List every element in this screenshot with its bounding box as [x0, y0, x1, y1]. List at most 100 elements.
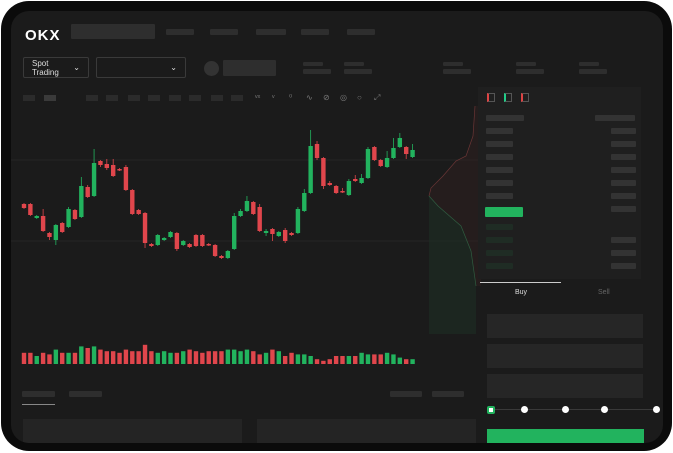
candle: [372, 146, 377, 161]
candle: [327, 181, 332, 186]
timeframe-button[interactable]: [106, 95, 118, 101]
pair-selector[interactable]: ⌄: [96, 57, 186, 78]
candle-body: [238, 211, 243, 216]
total-input[interactable]: [487, 374, 643, 398]
candle-body: [161, 238, 167, 240]
candle-body: [391, 148, 396, 158]
circle-icon[interactable]: ○: [357, 93, 362, 102]
nav-item[interactable]: [210, 29, 238, 35]
candle-body: [91, 163, 97, 196]
timeframe-button[interactable]: [169, 95, 181, 101]
tab-open-orders[interactable]: [22, 391, 55, 397]
indicator-icon[interactable]: ᵛ: [272, 93, 275, 102]
stat-value: [516, 69, 544, 74]
draw-icon[interactable]: ⊘: [323, 93, 330, 102]
slider-mark-100[interactable]: [653, 406, 660, 413]
candlestick-chart[interactable]: [11, 106, 481, 406]
volume-bar: [174, 352, 180, 364]
candle: [302, 189, 307, 212]
volume-bar: [365, 354, 371, 364]
price-input[interactable]: [487, 314, 643, 338]
candle-body: [104, 164, 110, 168]
candle: [232, 213, 237, 250]
stat-label: [344, 62, 364, 66]
candle: [308, 130, 313, 194]
timeframe-button[interactable]: [86, 95, 98, 101]
candle: [270, 228, 275, 241]
volume-bar: [34, 356, 39, 364]
slider-mark-25[interactable]: [521, 406, 528, 413]
candle: [225, 250, 231, 259]
amount-input[interactable]: [487, 344, 643, 368]
slider-handle[interactable]: [487, 406, 495, 414]
buy-button[interactable]: [487, 429, 644, 443]
volume-bar: [91, 346, 97, 364]
candle: [110, 159, 116, 177]
tab-sell[interactable]: Sell: [598, 289, 610, 296]
slider-mark-75[interactable]: [601, 406, 608, 413]
volume-bar: [130, 351, 135, 364]
candle: [104, 159, 110, 170]
candle: [155, 234, 160, 246]
nav-item[interactable]: [166, 29, 194, 35]
volume-bar: [327, 359, 332, 364]
timeframe-button[interactable]: [44, 95, 56, 101]
volume-bar: [232, 349, 237, 364]
volume-bar: [104, 351, 110, 364]
ask-amount: [611, 141, 636, 147]
stat-value: [344, 69, 372, 74]
slider-track[interactable]: [491, 409, 656, 410]
indicator-icon[interactable]: ᵛˣ: [255, 93, 261, 102]
ask-price: [486, 167, 513, 173]
candle-body: [212, 245, 218, 256]
candle: [28, 203, 33, 216]
filter-button[interactable]: [432, 391, 464, 397]
timeframe-button[interactable]: [189, 95, 201, 101]
tab-order-history[interactable]: [69, 391, 102, 397]
candle-body: [53, 225, 59, 240]
line-icon[interactable]: ∿: [306, 93, 313, 102]
slider-mark-50[interactable]: [562, 406, 569, 413]
target-icon[interactable]: ◎: [340, 93, 347, 102]
ask-amount: [611, 128, 636, 134]
candle: [168, 231, 173, 238]
timeframe-button[interactable]: [128, 95, 140, 101]
candle-body: [206, 244, 211, 246]
candle-body: [117, 169, 122, 171]
timeframe-button[interactable]: [231, 95, 243, 101]
market-selector[interactable]: Spot Trading ⌄: [23, 57, 89, 78]
tab-buy[interactable]: Buy: [515, 289, 528, 296]
expand-icon[interactable]: ⤢: [374, 93, 381, 102]
timeframe-button[interactable]: [23, 95, 35, 101]
timeframe-button[interactable]: [211, 95, 223, 101]
filter-button[interactable]: [390, 391, 422, 397]
candle: [333, 185, 339, 194]
volume-bar: [155, 352, 160, 364]
bid-price: [486, 250, 513, 256]
volume-bar: [149, 351, 154, 364]
candle-body: [365, 149, 371, 178]
screen: OKX Spot Trading ⌄ ⌄ ᵛˣ ᵛ ⁰ ∿ ⊘ ◎ ○ ⤢ Buy: [11, 11, 663, 443]
candle-body: [219, 256, 224, 258]
orderbook-both-icon[interactable]: [487, 93, 495, 102]
nav-item[interactable]: [347, 29, 375, 35]
volume-bar: [276, 351, 281, 364]
candle: [289, 232, 294, 236]
settings-icon[interactable]: ⁰: [289, 93, 293, 102]
coin-icon: [204, 61, 219, 76]
candle: [263, 229, 269, 236]
candle-body: [384, 158, 390, 167]
timeframe-button[interactable]: [148, 95, 160, 101]
volume-bar: [302, 354, 307, 364]
search-placeholder[interactable]: [71, 24, 155, 39]
nav-item[interactable]: [301, 29, 329, 35]
nav-item[interactable]: [256, 29, 286, 35]
volume-bar: [110, 351, 116, 364]
volume-bar: [123, 349, 129, 364]
orderbook-sell-icon[interactable]: [521, 93, 529, 102]
candle-body: [295, 209, 301, 233]
orderbook-buy-icon[interactable]: [504, 93, 512, 102]
volume-bar: [384, 352, 390, 364]
ask-amount: [611, 206, 636, 212]
volume-bar: [378, 354, 383, 364]
